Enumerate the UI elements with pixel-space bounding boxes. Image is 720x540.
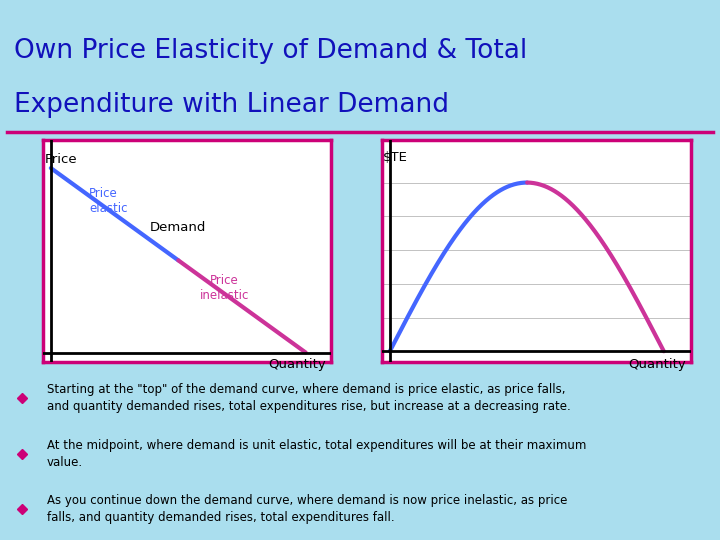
Text: Quantity: Quantity (269, 358, 326, 371)
Text: At the midpoint, where demand is unit elastic, total expenditures will be at the: At the midpoint, where demand is unit el… (47, 438, 586, 469)
Text: Expenditure with Linear Demand: Expenditure with Linear Demand (14, 92, 449, 118)
Text: $TE: $TE (383, 151, 408, 164)
Text: As you continue down the demand curve, where demand is now price inelastic, as p: As you continue down the demand curve, w… (47, 494, 567, 524)
Text: Demand: Demand (150, 221, 207, 234)
Text: Own Price Elasticity of Demand & Total: Own Price Elasticity of Demand & Total (14, 38, 528, 64)
Text: Quantity: Quantity (628, 357, 685, 370)
Text: Price
elastic: Price elastic (89, 187, 127, 215)
Text: Price: Price (45, 153, 77, 166)
Text: Starting at the "top" of the demand curve, where demand is price elastic, as pri: Starting at the "top" of the demand curv… (47, 383, 570, 413)
Text: Price
inelastic: Price inelastic (199, 274, 249, 302)
